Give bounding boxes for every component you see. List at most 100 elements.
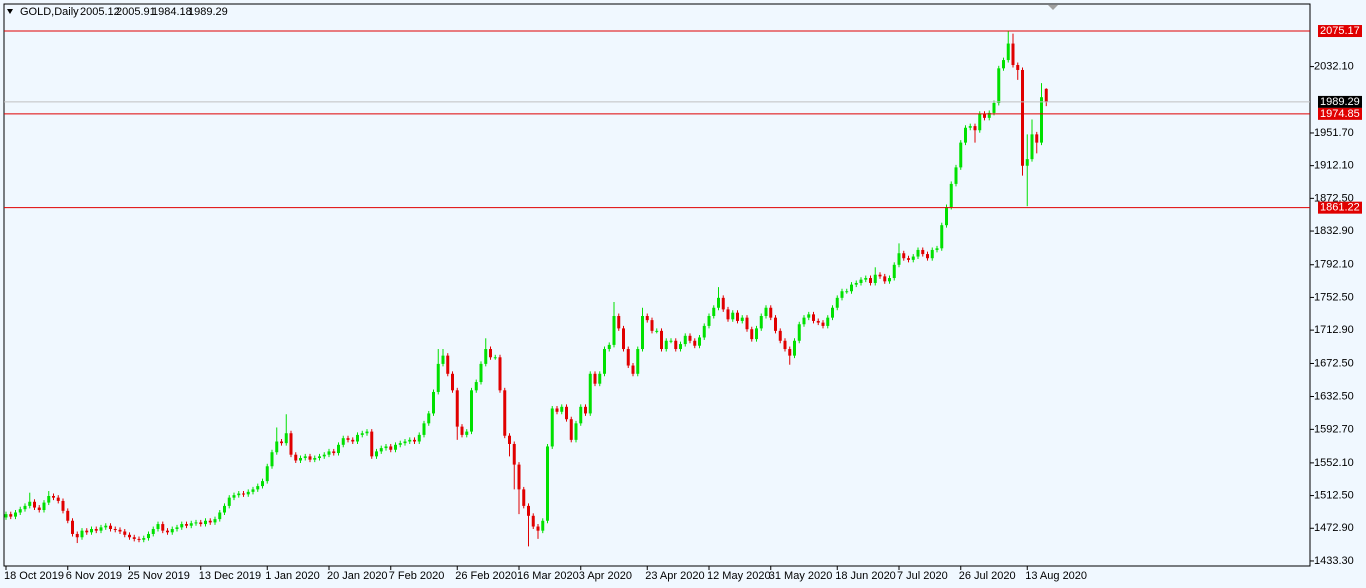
candle-body [973, 126, 977, 131]
candle-body [1035, 134, 1039, 143]
candle-body [299, 458, 302, 461]
x-tick-label: 26 Feb 2020 [455, 570, 517, 582]
y-tick-label: 1592.70 [1314, 423, 1354, 435]
candle-body [175, 527, 179, 530]
candle-body [835, 297, 839, 308]
candle-body [417, 434, 421, 442]
candle-body [113, 529, 117, 531]
candle-body [683, 335, 687, 345]
ohlc-high: 2005.91 [116, 6, 156, 18]
candle-body [161, 524, 165, 531]
candle-body [840, 291, 844, 298]
y-tick-label: 1752.50 [1314, 291, 1354, 303]
candle-body [1025, 159, 1029, 166]
plot-frame [3, 3, 1311, 567]
candle-body [584, 406, 587, 414]
candle-body [470, 390, 473, 432]
candle-body [403, 441, 407, 444]
candle-body [1021, 69, 1024, 166]
candle-body [698, 337, 701, 346]
candle-body [541, 520, 545, 531]
candle-body [968, 126, 972, 128]
ohlc-open: 2005.12 [80, 6, 120, 18]
candle-body [802, 317, 806, 325]
candle-body [356, 434, 359, 442]
candle-body [99, 527, 103, 531]
candle-body [375, 451, 378, 457]
candle-body [788, 349, 792, 356]
chart-title: GOLD,Daily [20, 6, 79, 18]
y-tick-label: 1712.90 [1314, 324, 1354, 336]
candle-body [422, 423, 426, 435]
candle-body [935, 248, 939, 250]
candle-body [907, 258, 910, 260]
candle-body [232, 495, 236, 498]
y-tick-label: 1512.50 [1314, 489, 1354, 501]
candle-body [816, 320, 820, 323]
candle-body [204, 520, 207, 525]
candle-body [565, 406, 568, 420]
candle-body [1011, 43, 1015, 66]
level-box [1318, 107, 1362, 120]
candle-body [793, 340, 796, 356]
x-tick-label: 18 Jun 2020 [835, 570, 896, 582]
candle-body [812, 314, 815, 321]
candle-body [75, 533, 79, 538]
candle-body [289, 433, 293, 455]
candle-body [94, 529, 98, 531]
candle-body [294, 454, 298, 461]
candle-body [527, 505, 530, 516]
candle-body [854, 282, 858, 285]
candle-body [512, 443, 516, 465]
candle-body [807, 314, 811, 318]
candle-body [546, 446, 549, 521]
candle-body [427, 413, 431, 424]
candle-body [151, 529, 155, 534]
candle-body [465, 431, 469, 435]
candle-body [142, 538, 146, 540]
candle-body [493, 357, 497, 359]
candle-body [897, 253, 901, 265]
candle-body [864, 278, 868, 280]
candle-body [508, 435, 511, 444]
level-box [1318, 25, 1362, 38]
level-label: 2075.17 [1320, 25, 1360, 37]
candle-body [826, 317, 830, 326]
x-tick-label: 26 Jul 2020 [959, 570, 1016, 582]
candle-body [284, 433, 288, 444]
candle-body [522, 489, 526, 506]
candle-body [916, 249, 920, 257]
candle-body [883, 276, 887, 282]
candle-body [603, 349, 606, 374]
candle-body [750, 329, 754, 340]
candle-body [474, 382, 478, 391]
candle-body [1030, 134, 1034, 160]
candle-body [18, 509, 22, 513]
candle-body [52, 495, 55, 498]
candle-body [1040, 97, 1043, 143]
candle-body [503, 390, 507, 436]
candle-body [740, 317, 744, 321]
candle-body [707, 316, 711, 326]
candle-body [322, 454, 326, 457]
shift-marker [1048, 5, 1058, 10]
candle-body [14, 512, 17, 517]
candle-body [964, 127, 967, 143]
candle-body [199, 522, 203, 525]
candle-body [265, 466, 269, 482]
candle-body [902, 253, 906, 259]
candle-body [394, 444, 397, 450]
candle-body [489, 349, 492, 358]
y-tick-label: 1832.90 [1314, 225, 1354, 237]
y-tick-label: 1951.70 [1314, 127, 1354, 139]
candle-body [555, 408, 559, 412]
candle-body [1002, 60, 1005, 69]
candle-body [945, 207, 948, 226]
candle-body [66, 510, 70, 521]
price-box [1318, 95, 1362, 108]
menu-arrow [7, 9, 13, 14]
x-tick-label: 18 Oct 2019 [4, 570, 64, 582]
candle-body [498, 357, 502, 391]
candle-body [731, 312, 735, 320]
candle-body [617, 316, 621, 329]
